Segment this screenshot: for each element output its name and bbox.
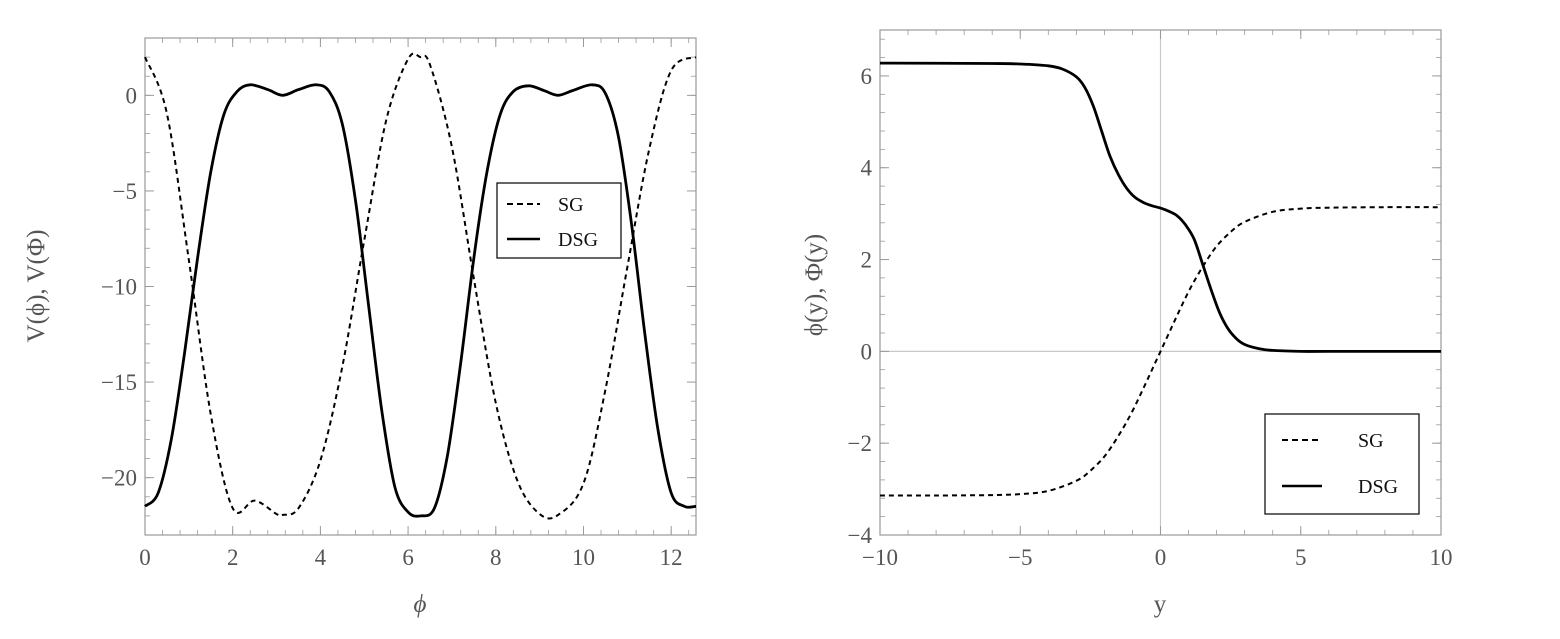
series-sg-line [144, 52, 697, 520]
potential-chart: 0 2 4 6 8 10 12 0 −5 −10 −15 −20 ϕ V(ϕ), V(Φ) SG D… [23, 37, 697, 618]
y-tick-label: 2 [861, 248, 873, 273]
series-lines [879, 61, 1442, 497]
legend-box [496, 182, 622, 259]
series-dsg-line [144, 83, 697, 518]
x-axis-title: ϕ [414, 591, 427, 618]
series-lines [144, 52, 697, 520]
tick-marks [879, 30, 1442, 536]
y-axis-title: V(ϕ), V(Φ) [23, 230, 50, 343]
y-tick-labels: 6 4 2 0 −2 −4 [848, 64, 873, 548]
x-tick-label: 10 [572, 545, 595, 570]
legend-dsg-label: DSG [1358, 476, 1398, 498]
x-tick-label: −10 [862, 545, 898, 570]
y-tick-label: 4 [861, 156, 873, 181]
tick-marks [144, 37, 696, 536]
x-tick-label: 8 [490, 545, 502, 570]
legend: SG DSG [496, 182, 622, 259]
x-tick-label: 12 [660, 545, 683, 570]
legend: SG DSG [1264, 413, 1420, 515]
y-axis-title: ϕ(y), Φ(y) [801, 234, 828, 336]
x-axis-title: y [1154, 591, 1167, 618]
y-tick-label: 0 [861, 339, 873, 364]
x-tick-label: 0 [1155, 545, 1167, 570]
y-tick-label: −10 [101, 275, 137, 300]
y-tick-label: 6 [861, 64, 873, 89]
x-tick-labels: −10 −5 0 5 10 [862, 545, 1452, 570]
legend-sg-label: SG [1358, 430, 1384, 452]
y-tick-label: −20 [101, 466, 137, 491]
y-tick-label: −4 [848, 523, 873, 548]
series-dsg-line [879, 61, 1442, 353]
legend-box [1264, 413, 1420, 515]
x-tick-label: 6 [402, 545, 414, 570]
x-tick-labels: 0 2 4 6 8 10 12 [139, 545, 682, 570]
y-tick-label: 0 [126, 83, 138, 108]
x-tick-label: 10 [1430, 545, 1453, 570]
series-sg-line [879, 206, 1442, 497]
x-tick-label: 4 [315, 545, 327, 570]
solution-chart: −10 −5 0 5 10 6 4 2 0 −2 −4 y ϕ(y), Φ(y) SG DSG [801, 29, 1453, 618]
y-tick-label: −5 [113, 179, 137, 204]
y-tick-label: −15 [101, 370, 137, 395]
y-tick-label: −2 [848, 431, 872, 456]
x-tick-label: 2 [227, 545, 239, 570]
x-tick-label: 5 [1295, 545, 1307, 570]
x-tick-label: 0 [139, 545, 151, 570]
legend-sg-label: SG [558, 194, 584, 216]
legend-dsg-label: DSG [558, 229, 598, 251]
y-tick-labels: 0 −5 −10 −15 −20 [101, 83, 137, 490]
x-tick-label: −5 [1008, 545, 1032, 570]
